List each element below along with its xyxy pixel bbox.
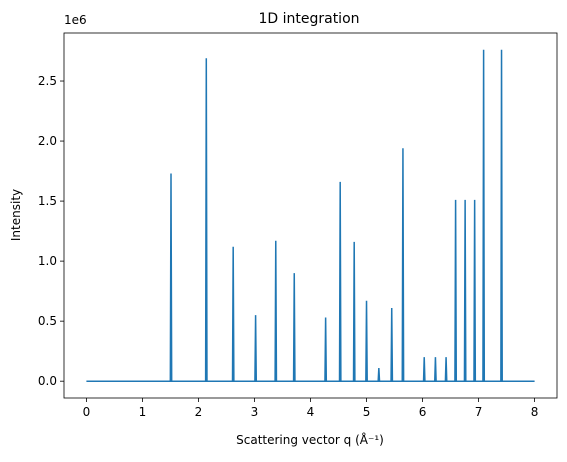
- x-tick-label: 3: [251, 405, 259, 419]
- y-axis-ticks: 0.0 0.5 1.0 1.5 2.0 2.5: [38, 74, 64, 388]
- x-tick-label: 4: [307, 405, 315, 419]
- intensity-series-line: [86, 49, 535, 382]
- x-tick-label: 7: [475, 405, 483, 419]
- y-offset-text: 1e6: [64, 13, 87, 27]
- x-tick-label: 0: [83, 405, 91, 419]
- x-axis-ticks: 0 1 2 3 4 5 6 7 8: [83, 398, 539, 419]
- y-tick-label: 0.0: [38, 374, 57, 388]
- y-axis-label: Intensity: [9, 189, 23, 241]
- x-tick-label: 2: [195, 405, 203, 419]
- y-tick-label: 2.5: [38, 74, 57, 88]
- x-tick-label: 8: [531, 405, 539, 419]
- y-tick-label: 0.5: [38, 314, 57, 328]
- y-tick-label: 1.5: [38, 194, 57, 208]
- y-tick-label: 2.0: [38, 134, 57, 148]
- x-axis-label: Scattering vector q (Å⁻¹): [236, 432, 384, 447]
- chart-title: 1D integration: [258, 11, 359, 27]
- x-tick-label: 6: [419, 405, 427, 419]
- y-tick-label: 1.0: [38, 254, 57, 268]
- x-tick-label: 1: [139, 405, 147, 419]
- x-tick-label: 5: [363, 405, 371, 419]
